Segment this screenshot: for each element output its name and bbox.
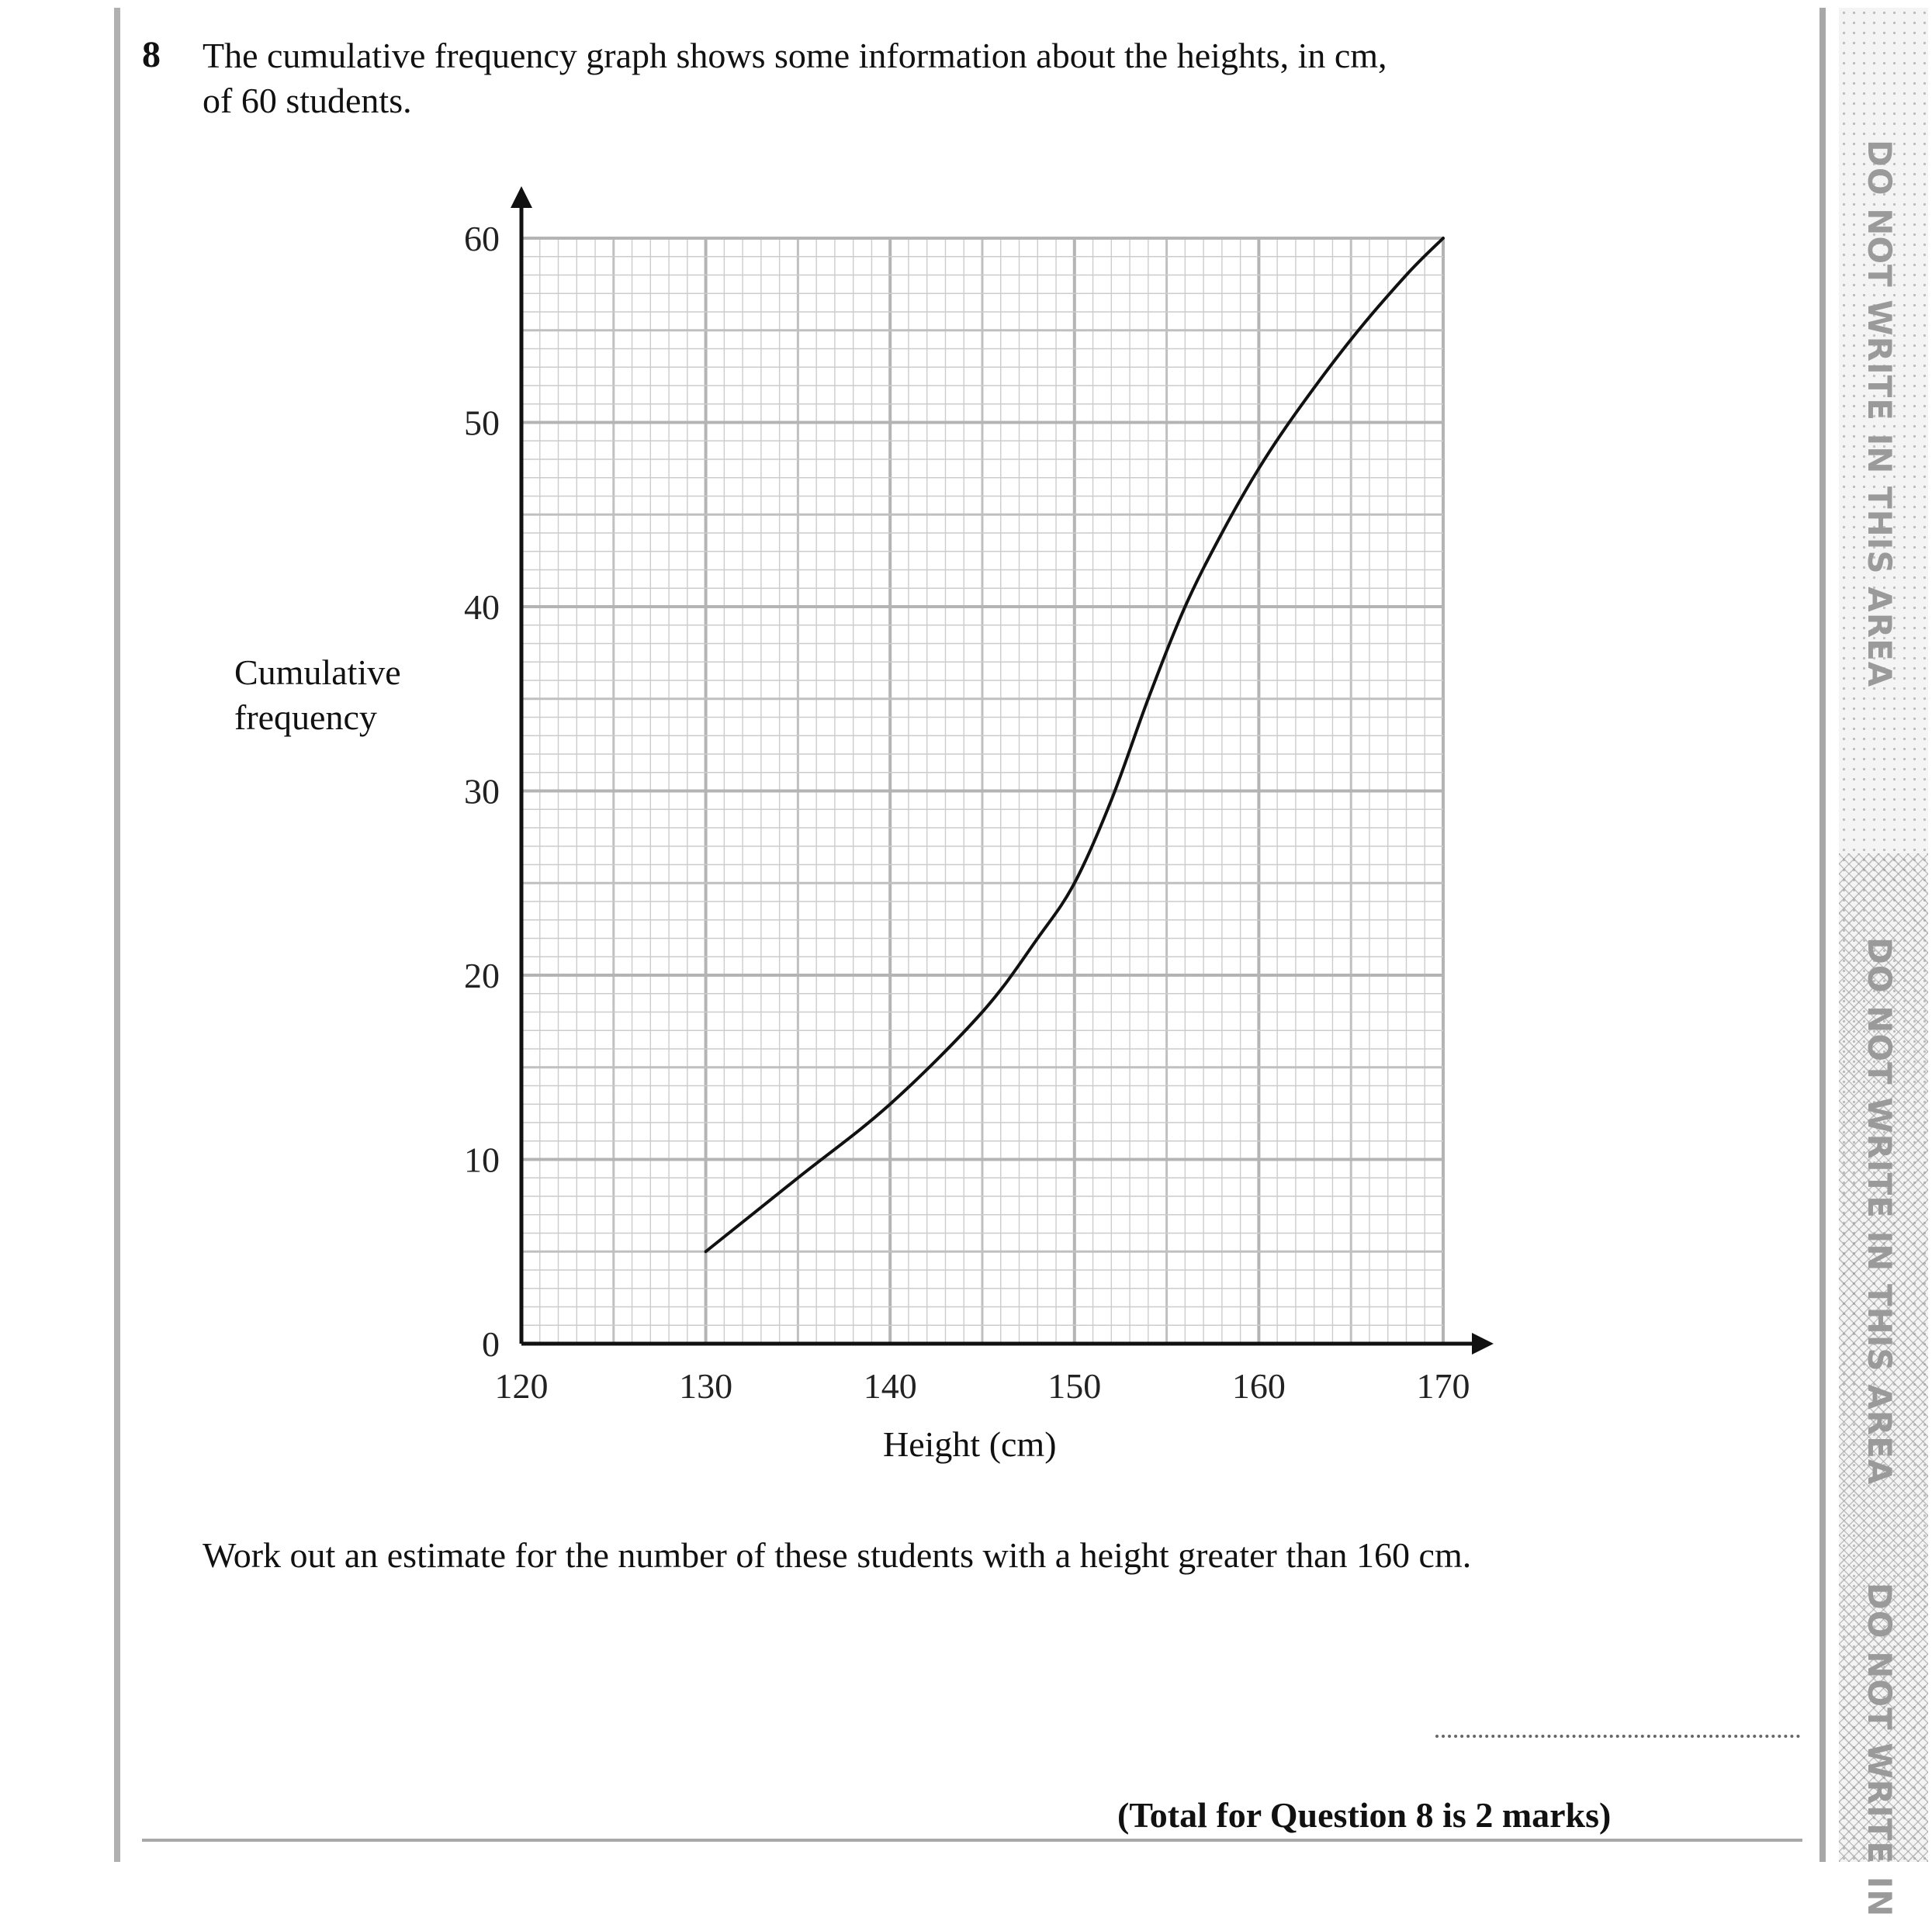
y-tick-label: 50 <box>464 403 500 443</box>
x-tick-label: 170 <box>1417 1366 1470 1406</box>
cumulative-frequency-curve <box>704 237 1445 1254</box>
right-margin-rule <box>1819 8 1826 1862</box>
chart-axes <box>511 186 1494 1355</box>
question-number: 8 <box>142 34 161 75</box>
y-tick-label: 10 <box>464 1140 500 1180</box>
y-axis-label-line-1: Cumulative <box>234 652 401 692</box>
chart-grid <box>520 237 1445 1345</box>
cumulative-frequency-chart: 120 130 140 150 160 170 0 10 20 30 40 50 60 <box>464 186 1494 1406</box>
x-axis-arrowhead <box>1472 1333 1494 1355</box>
question-line-1: The cumulative frequency graph shows som… <box>203 36 1387 75</box>
y-tick-label: 30 <box>464 772 500 811</box>
x-axis-label: Height (cm) <box>883 1424 1057 1464</box>
y-tick-label: 0 <box>482 1324 500 1364</box>
margin-hatch <box>1839 853 1928 1862</box>
x-tick-label: 160 <box>1232 1366 1286 1406</box>
y-tick-label: 20 <box>464 956 500 995</box>
bottom-rule <box>142 1839 1802 1842</box>
margin-warning-2: DO NOT WRITE IN THIS AREA <box>1861 937 1899 1486</box>
y-tick-label: 40 <box>464 587 500 627</box>
y-tick-label: 60 <box>464 219 500 258</box>
x-tick-label: 150 <box>1047 1366 1101 1406</box>
chart-series <box>704 237 1445 1254</box>
y-axis-label: Cumulative frequency <box>234 650 401 740</box>
y-axis-label-line-2: frequency <box>234 697 377 737</box>
question-line-2: of 60 students. <box>203 81 412 120</box>
x-tick-label: 120 <box>495 1366 549 1406</box>
margin-warning-1: DO NOT WRITE IN THIS AREA <box>1861 140 1899 688</box>
margin-warning-3: DO NOT WRITE IN <box>1861 1583 1899 1917</box>
question-text: The cumulative frequency graph shows som… <box>203 33 1677 123</box>
y-axis-arrowhead <box>511 186 532 208</box>
x-tick-label: 140 <box>864 1366 917 1406</box>
chart-tick-labels: 120 130 140 150 160 170 0 10 20 30 40 50 60 <box>464 219 1470 1406</box>
instruction-text: Work out an estimate for the number of t… <box>203 1535 1472 1575</box>
left-margin-rule <box>114 8 120 1862</box>
total-marks: (Total for Question 8 is 2 marks) <box>1117 1795 1612 1835</box>
x-tick-label: 130 <box>679 1366 732 1406</box>
answer-line[interactable] <box>1435 1735 1800 1738</box>
